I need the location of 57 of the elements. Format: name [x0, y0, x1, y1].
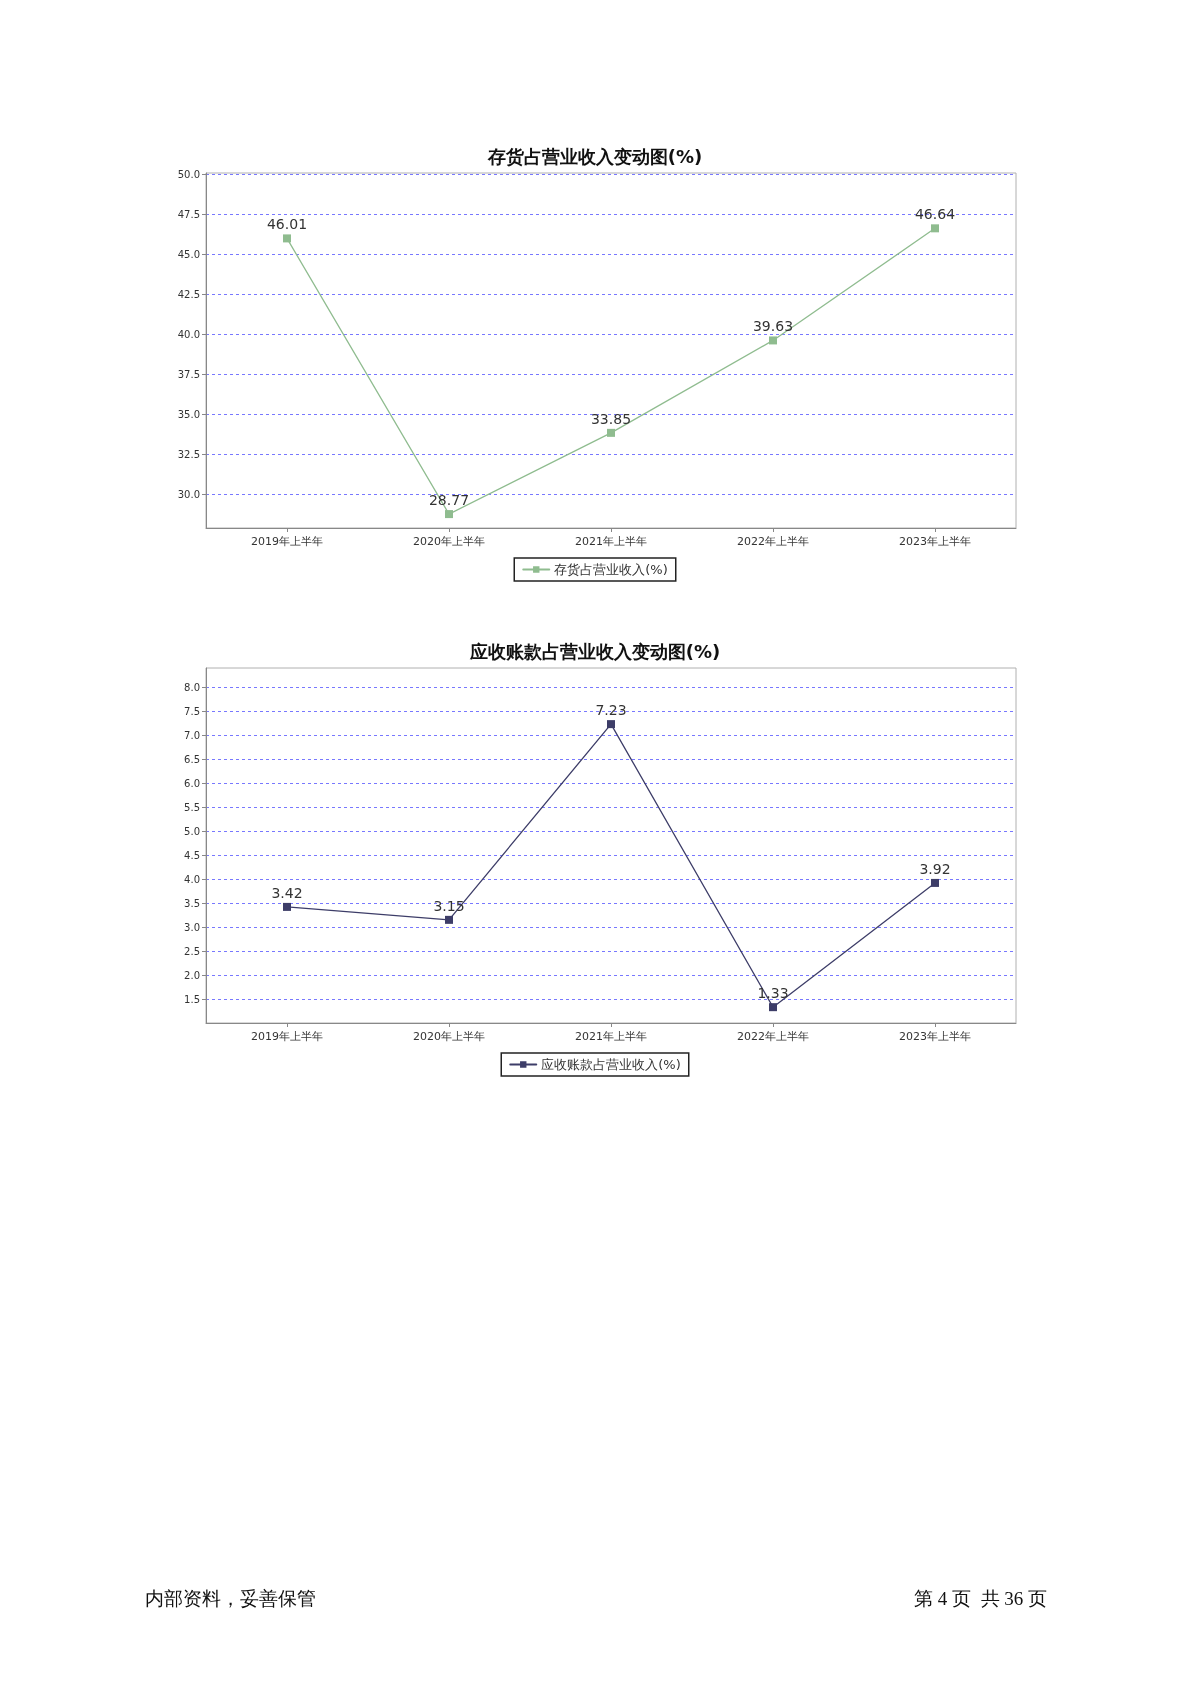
x-tick-label: 2023年上半年 — [899, 1030, 971, 1043]
y-tick-label: 5.5 — [184, 801, 200, 813]
data-label: 28.77 — [428, 492, 470, 509]
y-tick-label: 8.0 — [184, 681, 200, 693]
legend-label: 应收账款占营业收入(%) — [541, 1057, 681, 1072]
y-tick-label: 7.0 — [184, 729, 200, 741]
x-tick-label: 2022年上半年 — [737, 535, 809, 548]
data-label: 46.64 — [914, 206, 956, 223]
data-label: 46.01 — [266, 216, 308, 233]
y-tick-label: 3.0 — [184, 921, 200, 933]
data-label: 3.42 — [271, 884, 303, 901]
y-tick-label: 37.5 — [177, 368, 200, 380]
y-tick-label: 6.0 — [184, 777, 200, 789]
point — [445, 510, 453, 519]
y-tick-label: 40.0 — [177, 329, 200, 341]
y-tick-label: 35.0 — [177, 408, 200, 420]
y-tick-label: 2.5 — [184, 945, 200, 957]
point — [931, 224, 939, 233]
point — [607, 720, 615, 729]
chart-title: 应收账款占营业收入变动图(%) — [468, 640, 721, 662]
y-tick-label: 4.5 — [184, 849, 200, 861]
y-tick-label: 30.0 — [177, 488, 200, 500]
y-tick-label: 45.0 — [177, 249, 200, 261]
x-tick-label: 2019年上半年 — [251, 535, 323, 548]
y-tick-label: 5.0 — [184, 825, 200, 837]
legend-label: 存货占营业收入(%) — [554, 562, 668, 577]
point — [931, 878, 939, 887]
y-tick-label: 4.0 — [184, 873, 200, 885]
y-tick-label: 6.5 — [184, 753, 200, 765]
y-tick-label: 2.0 — [184, 969, 200, 981]
x-tick-label: 2022年上半年 — [737, 1030, 809, 1043]
point — [607, 428, 615, 437]
y-tick-label: 32.5 — [177, 448, 200, 460]
y-tick-label: 7.5 — [184, 705, 200, 717]
y-tick-label: 50.0 — [177, 169, 200, 181]
text: 第 4 页 共 36 页 — [914, 1587, 1047, 1611]
y-tick-label: 42.5 — [177, 289, 200, 301]
point — [445, 915, 453, 924]
data-label: 39.63 — [752, 318, 794, 335]
y-tick-label: 47.5 — [177, 209, 200, 221]
x-tick-label: 2023年上半年 — [899, 535, 971, 548]
x-tick-label: 2020年上半年 — [413, 1030, 485, 1043]
x-tick-label: 2019年上半年 — [251, 1030, 323, 1043]
y-tick-label: 3.5 — [184, 897, 200, 909]
text: 内部资料，妥善保管 — [145, 1587, 316, 1611]
x-tick-label: 2020年上半年 — [413, 535, 485, 548]
point — [283, 902, 291, 911]
point — [769, 336, 777, 345]
y-tick-label: 1.5 — [184, 993, 200, 1005]
x-tick-label: 2021年上半年 — [575, 535, 647, 548]
data-label: 3.92 — [919, 860, 951, 877]
point — [769, 1003, 777, 1012]
point — [283, 234, 291, 243]
data-label: 7.23 — [595, 702, 627, 719]
x-tick-label: 2021年上半年 — [575, 1030, 647, 1043]
chart-title: 存货占营业收入变动图(%) — [486, 145, 703, 167]
data-label: 33.85 — [590, 410, 632, 427]
